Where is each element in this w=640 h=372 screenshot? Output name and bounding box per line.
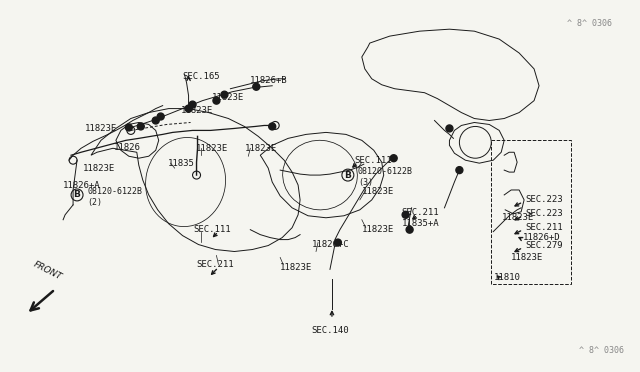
Circle shape <box>456 167 463 174</box>
Text: 11823E: 11823E <box>180 106 213 115</box>
Text: B: B <box>74 190 81 199</box>
Text: SEC.111: SEC.111 <box>355 156 392 165</box>
Circle shape <box>253 83 260 90</box>
Text: SEC.223: SEC.223 <box>525 195 563 204</box>
Text: 11826+B: 11826+B <box>250 76 288 85</box>
Circle shape <box>335 239 341 246</box>
Text: 11835+A: 11835+A <box>402 219 439 228</box>
Circle shape <box>269 123 276 130</box>
Text: SEC.211: SEC.211 <box>402 208 439 217</box>
Text: SEC.223: SEC.223 <box>525 209 563 218</box>
Text: 11810: 11810 <box>494 273 521 282</box>
Circle shape <box>189 101 196 108</box>
Text: 11826+A: 11826+A <box>63 180 100 189</box>
Text: SEC.279: SEC.279 <box>525 241 563 250</box>
Text: 11826+D: 11826+D <box>523 233 561 242</box>
Text: SEC.140: SEC.140 <box>311 326 349 336</box>
Circle shape <box>406 226 413 233</box>
Circle shape <box>213 97 220 104</box>
Text: 11826+C: 11826+C <box>312 240 349 249</box>
Text: ^ 8^ 0306: ^ 8^ 0306 <box>567 19 612 28</box>
Text: 11823E: 11823E <box>362 187 394 196</box>
Text: 08120-6122B
(3): 08120-6122B (3) <box>358 167 413 187</box>
Text: SEC.211: SEC.211 <box>196 260 234 269</box>
Bar <box>492 140 571 284</box>
Text: SEC.111: SEC.111 <box>193 225 231 234</box>
Circle shape <box>125 124 132 131</box>
Circle shape <box>152 117 159 124</box>
Text: SEC.165: SEC.165 <box>182 72 220 81</box>
Circle shape <box>157 113 164 120</box>
Text: 11823E: 11823E <box>502 213 534 222</box>
Circle shape <box>185 105 192 112</box>
Text: ^ 8^ 0306: ^ 8^ 0306 <box>579 346 624 355</box>
Text: SEC.211: SEC.211 <box>525 223 563 232</box>
Text: FRONT: FRONT <box>31 259 63 281</box>
Text: 11823E: 11823E <box>211 93 244 102</box>
Text: 11823E: 11823E <box>196 144 228 153</box>
Text: 11823E: 11823E <box>362 225 394 234</box>
Text: 11823E: 11823E <box>245 144 278 153</box>
Circle shape <box>390 155 397 162</box>
Text: 11823E: 11823E <box>85 124 117 133</box>
Circle shape <box>221 91 228 98</box>
Text: 11823E: 11823E <box>511 253 543 262</box>
Circle shape <box>446 125 453 132</box>
Circle shape <box>402 211 409 218</box>
Text: 11823E: 11823E <box>280 263 312 272</box>
Text: B: B <box>344 171 351 180</box>
Text: 08120-6122B
(2): 08120-6122B (2) <box>87 187 142 206</box>
Text: 11826: 11826 <box>114 143 141 152</box>
Circle shape <box>138 123 144 130</box>
Text: 11835: 11835 <box>168 159 195 168</box>
Text: 11823E: 11823E <box>83 164 115 173</box>
